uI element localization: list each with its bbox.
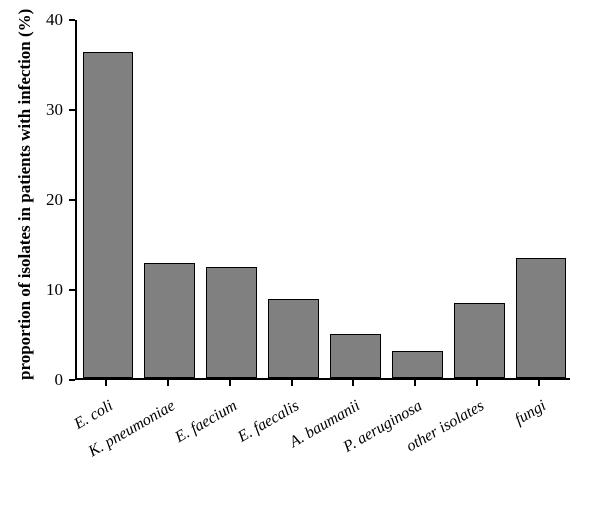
- plot-area: [75, 20, 570, 380]
- bar: [330, 334, 381, 378]
- bar: [206, 267, 257, 378]
- bar: [144, 263, 195, 378]
- bar: [516, 258, 567, 378]
- y-tick: [69, 289, 75, 291]
- x-tick: [291, 380, 293, 386]
- x-tick: [414, 380, 416, 386]
- y-tick: [69, 379, 75, 381]
- x-tick: [538, 380, 540, 386]
- chart-container: proportion of isolates in patients with …: [0, 0, 600, 505]
- y-tick: [69, 199, 75, 201]
- x-tick: [476, 380, 478, 386]
- x-tick: [105, 380, 107, 386]
- y-tick: [69, 19, 75, 21]
- x-tick-label: E. faecium: [172, 397, 240, 447]
- y-tick-label: 0: [0, 370, 63, 390]
- bar: [392, 351, 443, 378]
- x-tick-label: E. coli: [71, 397, 116, 433]
- y-tick-label: 10: [0, 280, 63, 300]
- bar: [268, 299, 319, 378]
- x-tick: [229, 380, 231, 386]
- bar: [83, 52, 134, 378]
- y-tick: [69, 109, 75, 111]
- y-tick-label: 20: [0, 190, 63, 210]
- x-tick-label: fungi: [512, 397, 549, 429]
- x-tick: [167, 380, 169, 386]
- bar: [454, 303, 505, 378]
- y-tick-label: 40: [0, 10, 63, 30]
- x-tick: [352, 380, 354, 386]
- y-tick-label: 30: [0, 100, 63, 120]
